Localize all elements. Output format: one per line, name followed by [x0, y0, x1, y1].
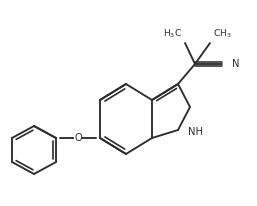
Text: H$_3$C: H$_3$C — [163, 27, 182, 40]
Text: NH: NH — [188, 127, 203, 137]
Text: O: O — [74, 133, 82, 143]
Text: CH$_3$: CH$_3$ — [213, 27, 232, 40]
Text: N: N — [232, 59, 240, 69]
